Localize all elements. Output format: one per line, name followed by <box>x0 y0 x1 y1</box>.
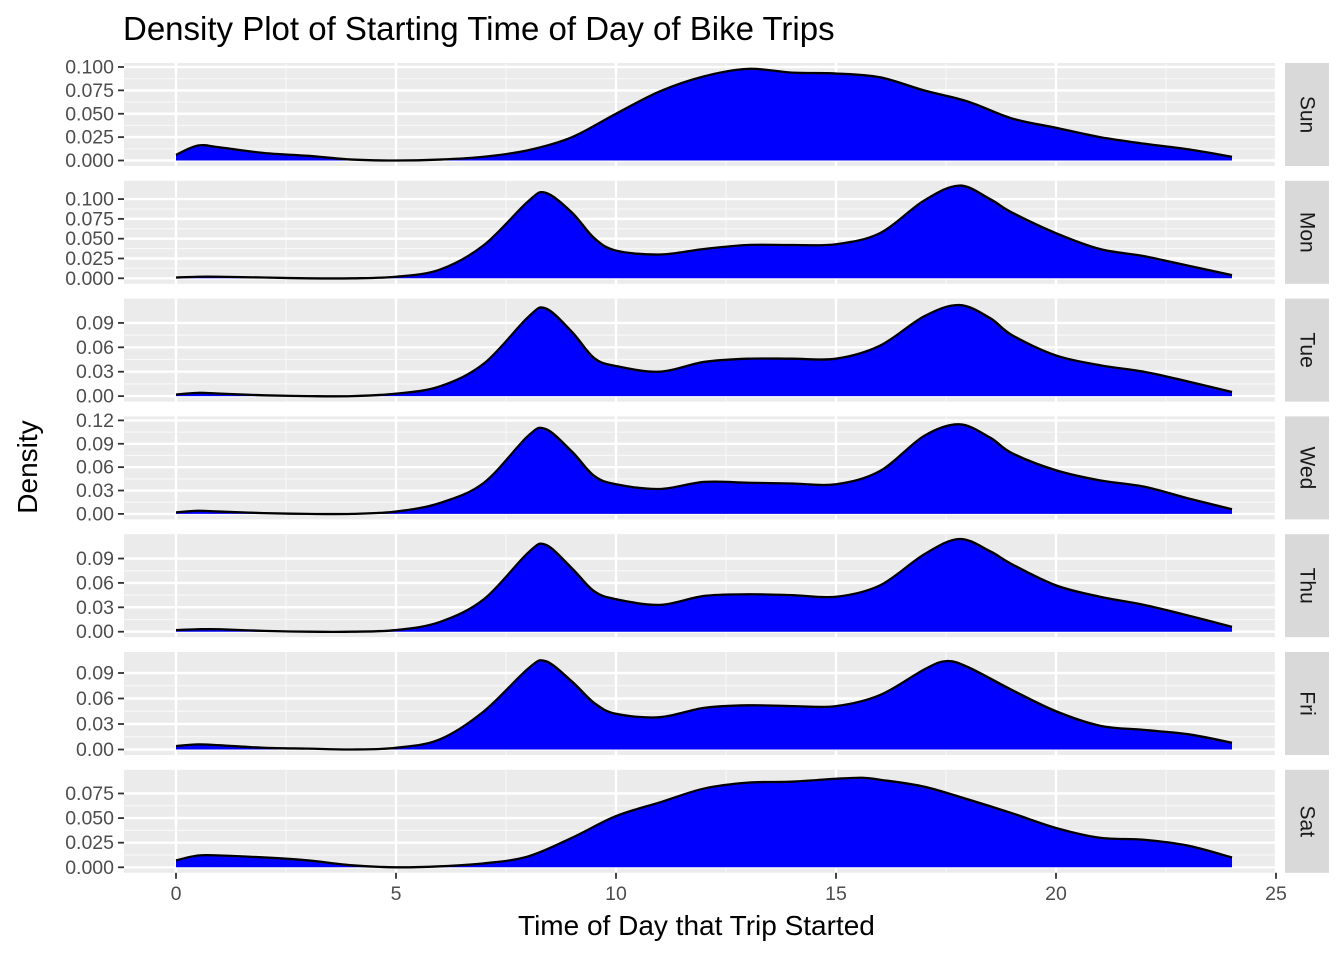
y-tick-label: 0.09 <box>76 548 114 570</box>
y-tick-label: 0.075 <box>65 208 114 230</box>
y-tick-label: 0.100 <box>65 57 114 79</box>
x-tick-label: 10 <box>605 883 627 905</box>
chart-title: Density Plot of Starting Time of Day of … <box>123 10 835 47</box>
y-tick-label: 0.03 <box>76 597 114 619</box>
density-line <box>175 67 1233 162</box>
y-tick-label: 0.00 <box>76 739 114 761</box>
facet-strip <box>1285 416 1329 520</box>
y-tick-label: 0.100 <box>65 189 114 211</box>
density-area <box>176 305 1232 397</box>
density-line <box>175 659 1233 751</box>
y-tick-label: 0.09 <box>76 312 114 334</box>
y-tick-label: 0.00 <box>76 503 114 525</box>
y-tick-label: 0.06 <box>76 457 114 479</box>
x-tick-label: 20 <box>1045 883 1067 905</box>
y-tick-label: 0.075 <box>65 80 114 102</box>
x-tick-label: 5 <box>391 883 402 905</box>
y-tick-label: 0.09 <box>76 433 114 455</box>
y-tick-label: 0.03 <box>76 361 114 383</box>
facet-strip-label: Sat <box>1296 806 1319 838</box>
y-tick-label: 0.050 <box>65 808 114 830</box>
facet-strip <box>1285 534 1329 638</box>
density-line <box>175 537 1233 634</box>
y-tick-label: 0.03 <box>76 714 114 736</box>
facet-strip-label: Mon <box>1296 212 1319 253</box>
y-tick-label: 0.025 <box>65 127 114 149</box>
y-tick-label: 0.09 <box>76 663 114 685</box>
y-tick-label: 0.000 <box>65 857 114 879</box>
y-tick-label: 0.00 <box>76 621 114 643</box>
x-tick-label: 0 <box>171 883 182 905</box>
facet-strip-label: Thu <box>1296 568 1319 604</box>
x-tick-label: 25 <box>1265 883 1287 905</box>
y-axis-title: Density <box>12 420 43 514</box>
y-tick-label: 0.06 <box>76 337 114 359</box>
density-line <box>175 423 1233 516</box>
facet-panel-wed: 0.000.030.060.090.12 Wed <box>76 410 1329 525</box>
y-tick-label: 0.000 <box>65 150 114 172</box>
y-tick-label: 0.03 <box>76 480 114 502</box>
y-tick-label: 0.12 <box>76 410 114 432</box>
facet-panel-tue: 0.00 0.030.06 0.09 Tue <box>76 298 1329 408</box>
y-tick-label: 0.025 <box>65 248 114 270</box>
facet-strip-label: Fri <box>1296 691 1319 716</box>
facet-strip <box>1285 180 1329 284</box>
y-tick-label: 0.025 <box>65 832 114 854</box>
density-line <box>175 776 1233 869</box>
x-axis-title: Time of Day that Trip Started <box>518 910 875 941</box>
density-area <box>176 68 1232 161</box>
density-area <box>176 538 1232 632</box>
density-area <box>176 660 1232 750</box>
density-line <box>175 184 1233 280</box>
density-area <box>176 185 1232 279</box>
density-line <box>175 303 1233 398</box>
x-tick-label: 15 <box>825 883 847 905</box>
facet-strip-label: Tue <box>1296 332 1319 367</box>
facet-strip <box>1285 652 1329 755</box>
y-tick-label: 0.00 <box>76 386 114 408</box>
y-tick-label: 0.050 <box>65 228 114 250</box>
facet-strip-label: Wed <box>1296 446 1319 489</box>
y-tick-label: 0.06 <box>76 572 114 594</box>
facet-strip <box>1285 769 1329 873</box>
y-tick-label: 0.000 <box>65 268 114 290</box>
facet-strip <box>1285 63 1329 166</box>
facet-strip <box>1285 298 1329 402</box>
facet-panel-thu: 0.000.03 0.060.09 Thu <box>76 534 1329 643</box>
y-tick-label: 0.06 <box>76 688 114 710</box>
y-tick-label: 0.050 <box>65 103 114 125</box>
density-area <box>176 424 1232 515</box>
facet-panel-fri: 0.00 0.03 0.06 0.09 Fri <box>76 652 1329 761</box>
y-tick-label: 0.075 <box>65 783 114 805</box>
facet-strip-label: Sun <box>1296 96 1319 133</box>
